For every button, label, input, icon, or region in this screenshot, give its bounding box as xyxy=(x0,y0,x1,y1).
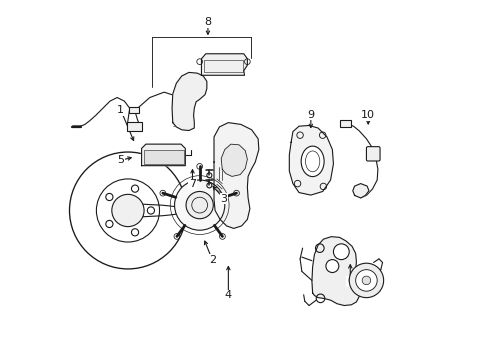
Text: 1: 1 xyxy=(117,105,124,115)
FancyBboxPatch shape xyxy=(366,147,379,161)
Text: 10: 10 xyxy=(361,111,374,121)
Circle shape xyxy=(325,260,338,273)
Polygon shape xyxy=(352,184,368,198)
FancyBboxPatch shape xyxy=(128,107,139,113)
Circle shape xyxy=(362,276,370,285)
Polygon shape xyxy=(289,126,333,195)
Polygon shape xyxy=(311,237,359,306)
Circle shape xyxy=(355,270,376,291)
Polygon shape xyxy=(221,144,247,176)
Text: 7: 7 xyxy=(188,179,196,189)
Text: 5: 5 xyxy=(117,155,124,165)
Polygon shape xyxy=(142,144,185,166)
Text: 4: 4 xyxy=(224,291,231,301)
FancyBboxPatch shape xyxy=(339,120,350,127)
Ellipse shape xyxy=(305,151,319,172)
Circle shape xyxy=(185,192,213,219)
Circle shape xyxy=(174,180,224,230)
Circle shape xyxy=(348,263,383,298)
Text: 8: 8 xyxy=(204,17,211,27)
Text: 6: 6 xyxy=(346,276,353,286)
Ellipse shape xyxy=(301,146,324,177)
Text: 3: 3 xyxy=(220,194,227,204)
Text: 9: 9 xyxy=(306,110,314,120)
FancyBboxPatch shape xyxy=(126,122,142,131)
Polygon shape xyxy=(214,123,258,228)
Polygon shape xyxy=(201,54,247,75)
Circle shape xyxy=(112,194,144,226)
FancyBboxPatch shape xyxy=(144,149,183,164)
Circle shape xyxy=(333,244,348,260)
Text: 2: 2 xyxy=(208,255,215,265)
Polygon shape xyxy=(172,72,206,131)
